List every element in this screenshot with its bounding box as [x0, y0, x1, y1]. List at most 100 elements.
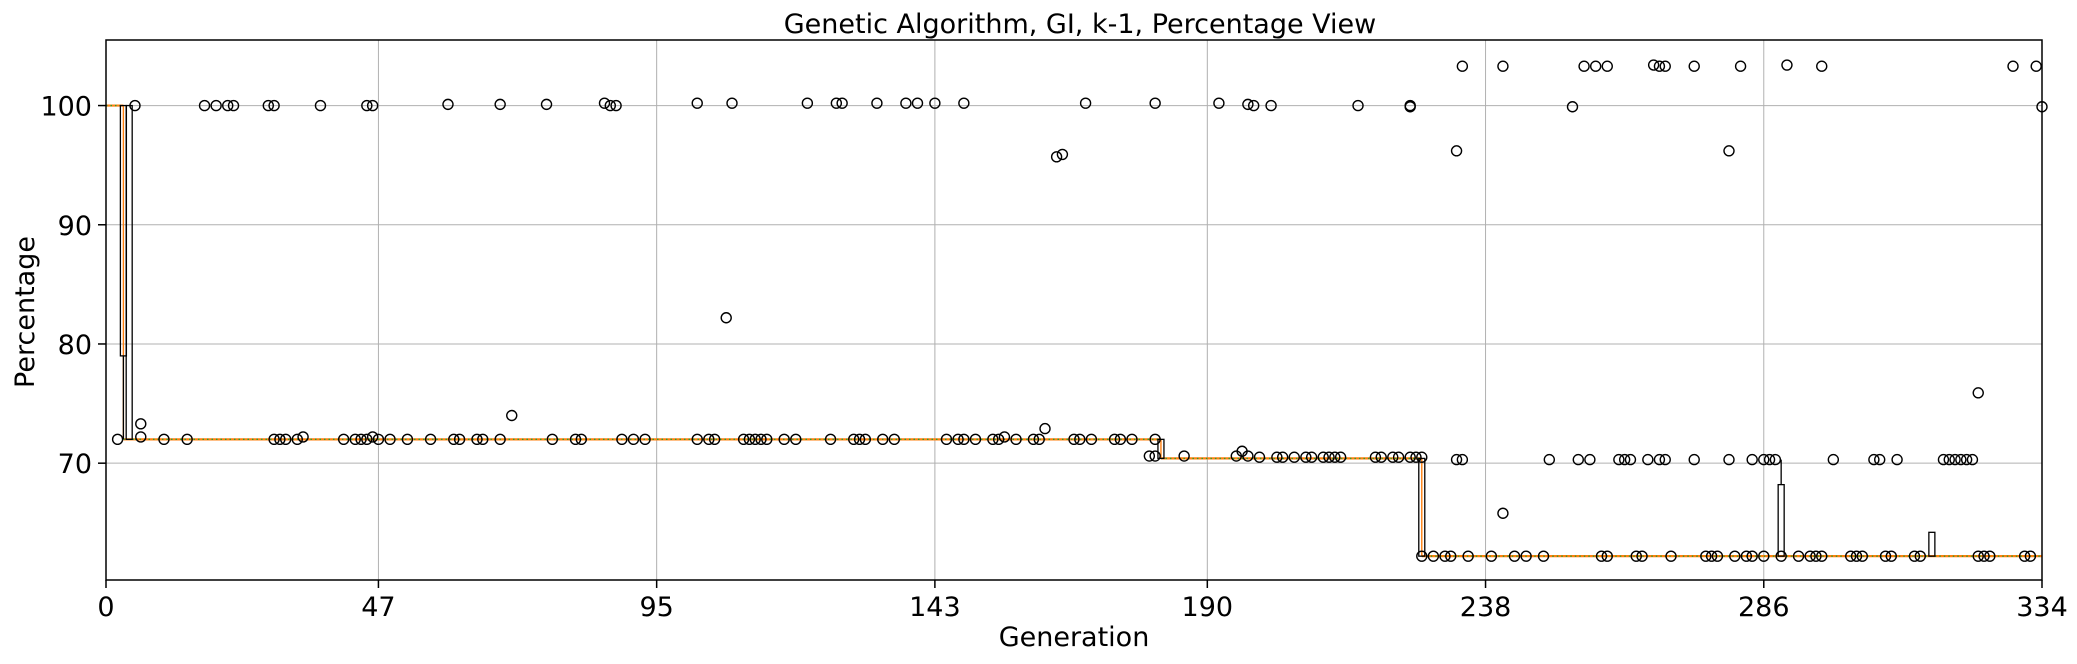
outlier-point [262, 99, 274, 112]
outlier-point [1439, 550, 1451, 562]
outlier-point [888, 433, 901, 446]
x-tick-label: 95 [639, 592, 673, 623]
outlier-point [2030, 60, 2042, 72]
x-axis-label: Generation [999, 622, 1150, 653]
outlier-point [1178, 450, 1190, 462]
outlier-point [442, 98, 454, 111]
outlier-point [1485, 550, 1498, 562]
outlier-point [1427, 550, 1440, 562]
outlier-point [1659, 453, 1671, 466]
outlier-point [1816, 60, 1828, 72]
outlier-point [361, 433, 373, 446]
y-tick-label: 80 [58, 330, 92, 361]
boxes [119, 104, 1936, 557]
outlier-point [639, 433, 651, 446]
y-axis-ticks: 70 80 90 100 [40, 92, 106, 480]
outlier-point [1149, 450, 1161, 462]
outlier-point [1497, 60, 1509, 72]
outlier-point [1566, 101, 1579, 113]
outlier-point [720, 312, 732, 324]
y-axis-label: Percentage [10, 236, 41, 388]
box-iqr [1157, 438, 1165, 460]
outlier-point [1804, 550, 1816, 562]
outlier-point [1601, 550, 1613, 562]
outlier-point [1792, 550, 1805, 562]
outlier-point [546, 433, 559, 446]
outlier-point [372, 433, 385, 446]
outlier-point [1758, 550, 1770, 562]
outlier-point [1711, 550, 1724, 562]
outlier-point [1247, 99, 1260, 112]
outlier-point [1352, 99, 1364, 112]
outlier-point [900, 97, 912, 109]
outlier-point [1584, 453, 1596, 466]
outlier-point [1746, 453, 1758, 466]
outlier-point [778, 433, 790, 446]
outlier-point [111, 433, 124, 446]
outlier-point [129, 99, 141, 112]
outlier-point [1972, 387, 1984, 399]
outlier-point [1276, 451, 1289, 463]
outlier-point [1305, 451, 1318, 463]
outlier-point [1891, 453, 1903, 466]
outlier-point [830, 97, 843, 109]
outlier-point [366, 99, 379, 112]
outlier-point [1253, 451, 1266, 463]
outlier-point [911, 97, 924, 109]
outlier-point [859, 433, 872, 446]
outlier-point [1213, 97, 1225, 109]
chart-title: Genetic Algorithm, GI, k-1, Percentage V… [784, 9, 1376, 40]
outlier-point [1462, 550, 1474, 562]
outlier-point [279, 433, 292, 446]
outlier-point [1572, 453, 1584, 466]
outlier-point [1271, 451, 1283, 463]
outlier-point [1450, 453, 1463, 466]
outlier-point [1265, 99, 1277, 112]
outlier-point [1416, 451, 1428, 463]
outlier-point [1827, 453, 1840, 466]
outlier-point [1450, 145, 1463, 157]
outlier-point [1149, 97, 1161, 109]
outlier-point [1810, 550, 1822, 562]
outlier-point [940, 433, 953, 446]
outlier-point [1729, 550, 1741, 562]
outlier-point [1010, 433, 1022, 446]
outlier-point [1908, 550, 1921, 562]
outlier-point [952, 433, 964, 446]
outlier-point [210, 99, 222, 112]
outlier-point [610, 99, 622, 112]
outlier-point [291, 433, 303, 446]
outlier-point [453, 433, 466, 446]
x-axis-ticks: 0 47 95 143 190 238 286 334 [97, 580, 2068, 623]
outlier-point [1816, 550, 1828, 562]
outlier-point [1404, 451, 1416, 463]
outlier-point [969, 433, 982, 446]
outlier-point [987, 433, 999, 446]
outlier-point [1746, 550, 1758, 562]
outlier-point [708, 433, 721, 446]
outlier-point [1705, 550, 1718, 562]
outlier-point [1845, 550, 1857, 562]
outlier-point [1868, 453, 1880, 466]
outlier-point [1416, 550, 1428, 562]
outlier-point [2024, 550, 2037, 562]
outlier-point [135, 431, 147, 443]
outlier-point [506, 409, 518, 422]
outlier-point [743, 433, 756, 446]
outlier-point [726, 97, 738, 109]
outlier-point [401, 433, 414, 446]
outlier-point [1329, 451, 1341, 463]
outlier-point [2018, 550, 2031, 562]
outlier-point [471, 433, 483, 446]
outlier-point [1624, 453, 1637, 466]
x-tick-label: 334 [2016, 592, 2068, 623]
outlier-point [1445, 550, 1457, 562]
outlier-point [181, 433, 193, 446]
outlier-point [1079, 97, 1092, 109]
outlier-point [755, 433, 767, 446]
outlier-point [1659, 60, 1671, 72]
outlier-point [1700, 550, 1712, 562]
outlier-point [1334, 451, 1347, 463]
outlier-point [1943, 453, 1955, 466]
